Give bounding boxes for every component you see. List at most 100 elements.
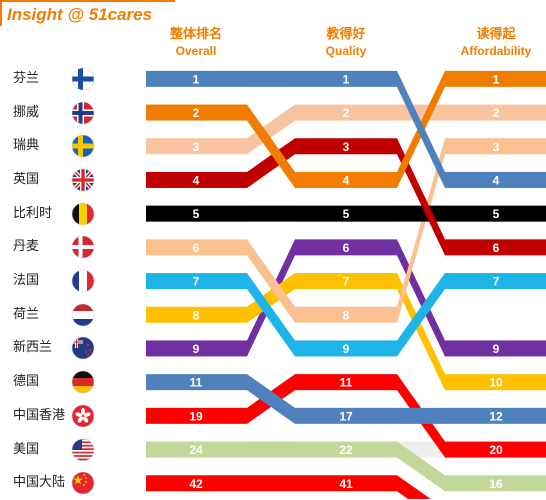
rank-bar — [445, 138, 546, 155]
country-name: 比利时 — [13, 205, 53, 221]
series-connector — [397, 475, 431, 499]
rank-bar — [146, 205, 247, 222]
column-header-zh: 整体排名 — [169, 27, 222, 42]
series-connector — [247, 205, 295, 222]
column-header: 读得起 Affordability — [441, 27, 546, 59]
country-name: 中国大陆 — [13, 475, 66, 491]
rank-bar — [445, 441, 546, 458]
rank-label: 9 — [193, 342, 200, 356]
country-name: 法国 — [13, 273, 40, 289]
rank-label: 1 — [193, 72, 200, 86]
rank-bar — [146, 104, 247, 121]
series-connector — [247, 70, 295, 87]
series-10: 19 11 20 — [146, 374, 546, 458]
series-1: 2 4 1 — [146, 70, 546, 188]
series-connector — [247, 273, 295, 357]
rank-label: 11 — [190, 376, 203, 390]
series-connector — [247, 475, 295, 492]
series-connector — [247, 138, 295, 188]
rank-label: 2 — [493, 106, 500, 120]
rank-bar — [295, 374, 397, 391]
country-name: 新西兰 — [13, 340, 53, 356]
series-9: 11 17 12 — [146, 374, 546, 424]
column-header-zh: 教得好 — [326, 27, 366, 42]
rank-bar — [445, 340, 546, 357]
rank-label: 4 — [343, 173, 350, 187]
rank-bar — [146, 70, 247, 87]
country-name: 中国香港 — [13, 407, 66, 423]
rank-bar — [295, 70, 397, 87]
denmark-flag-icon — [71, 235, 95, 259]
sweden-flag-icon — [71, 134, 95, 158]
series-connector — [397, 407, 445, 424]
rank-bar — [146, 475, 247, 492]
rank-bar — [146, 374, 247, 391]
rank-label: 5 — [193, 207, 200, 221]
series-0: 1 1 4 — [146, 70, 546, 188]
rank-label: 4 — [193, 173, 200, 187]
country-name: 英国 — [13, 171, 40, 187]
series-5: 6 8 3 — [146, 138, 546, 323]
uk-flag-icon — [71, 168, 95, 192]
rank-label: 3 — [193, 140, 200, 154]
country-name: 美国 — [13, 441, 40, 457]
rank-label: 7 — [343, 275, 350, 289]
rank-bar — [146, 441, 247, 458]
rank-label: 12 — [489, 409, 503, 423]
netherlands-flag-icon — [71, 303, 95, 327]
rank-bar — [146, 239, 247, 256]
rank-label: 7 — [493, 275, 500, 289]
rank-label: 22 — [339, 443, 353, 457]
rank-label: 41 — [339, 477, 353, 491]
rank-label: 42 — [189, 477, 203, 491]
series-connector — [397, 70, 445, 188]
rank-label: 17 — [339, 409, 353, 423]
rank-label: 2 — [193, 106, 200, 120]
hong-kong-flag-icon — [71, 404, 95, 428]
rank-bar — [146, 171, 247, 188]
usa-flag-icon — [71, 438, 95, 462]
rank-label: 20 — [489, 443, 503, 457]
rank-label: 6 — [493, 241, 500, 255]
rank-label: 11 — [340, 376, 353, 390]
series-connector — [247, 239, 295, 323]
rank-bar — [445, 104, 546, 121]
rank-bar — [445, 171, 546, 188]
rank-bar — [295, 104, 397, 121]
finland-flag-icon — [71, 67, 95, 91]
series-12: 424145 — [146, 475, 431, 499]
rank-label: 5 — [343, 207, 350, 221]
series-connector — [247, 104, 295, 188]
series-3: 4 3 6 — [146, 138, 546, 256]
new-zealand-flag-icon — [71, 336, 95, 360]
brand-frame: Insight @ 51cares — [0, 0, 175, 28]
series-connector — [397, 138, 445, 256]
rank-label: 1 — [493, 72, 500, 86]
series-connector — [247, 104, 295, 155]
series-connector — [247, 374, 295, 424]
column-header: 教得好 Quality — [291, 27, 401, 59]
column-header-en: Quality — [325, 44, 367, 58]
belgium-flag-icon — [71, 202, 95, 226]
series-connector — [397, 138, 445, 323]
series-8: 9 6 9 — [146, 239, 546, 357]
series-connector — [397, 273, 445, 391]
rank-label: 1 — [343, 72, 350, 86]
rank-bar — [295, 138, 397, 155]
series-connector — [397, 205, 445, 222]
series-7: 8 7 10 — [146, 273, 546, 391]
country-name: 荷兰 — [13, 306, 40, 322]
germany-flag-icon — [71, 370, 95, 394]
column-header-zh: 读得起 — [476, 27, 516, 42]
rank-label: 7 — [193, 275, 200, 289]
rank-label: 9 — [493, 342, 500, 356]
country-name: 芬兰 — [13, 70, 40, 86]
rank-bar — [146, 340, 247, 357]
rank-label: 4 — [493, 173, 500, 187]
france-flag-icon — [71, 269, 95, 293]
rank-label: 5 — [493, 207, 500, 221]
country-name: 瑞典 — [13, 138, 40, 154]
rank-label: 6 — [193, 241, 200, 255]
rank-bar — [295, 239, 397, 256]
